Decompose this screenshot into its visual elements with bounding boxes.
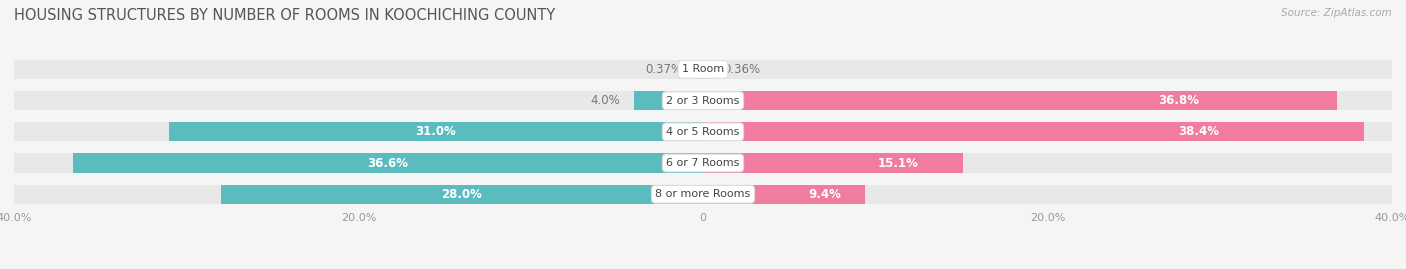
Text: 28.0%: 28.0% (441, 188, 482, 201)
Bar (703, 122, 1392, 141)
Text: Source: ZipAtlas.com: Source: ZipAtlas.com (1281, 8, 1392, 18)
Bar (703, 122, 1364, 141)
Bar (73, 153, 703, 173)
Bar (14, 122, 703, 141)
Text: HOUSING STRUCTURES BY NUMBER OF ROOMS IN KOOCHICHING COUNTY: HOUSING STRUCTURES BY NUMBER OF ROOMS IN… (14, 8, 555, 23)
Bar (703, 153, 963, 173)
Bar (703, 60, 1392, 79)
Text: 0.37%: 0.37% (645, 63, 683, 76)
Bar (169, 122, 703, 141)
Text: 8 or more Rooms: 8 or more Rooms (655, 189, 751, 199)
Bar (703, 185, 865, 204)
Bar (14, 91, 703, 110)
Bar (703, 185, 1392, 204)
Bar (14, 185, 703, 204)
Bar (703, 91, 1337, 110)
Text: 36.6%: 36.6% (367, 157, 408, 169)
Text: 2 or 3 Rooms: 2 or 3 Rooms (666, 95, 740, 106)
Text: 15.1%: 15.1% (877, 157, 918, 169)
Text: 4.0%: 4.0% (591, 94, 620, 107)
Bar (221, 185, 703, 204)
Bar (703, 91, 1392, 110)
Bar (703, 153, 1392, 173)
Bar (14, 60, 703, 79)
Text: 6 or 7 Rooms: 6 or 7 Rooms (666, 158, 740, 168)
Bar (634, 91, 703, 110)
Text: 38.4%: 38.4% (1178, 125, 1219, 138)
Bar (696, 60, 703, 79)
Text: 9.4%: 9.4% (808, 188, 841, 201)
Text: 4 or 5 Rooms: 4 or 5 Rooms (666, 127, 740, 137)
Text: 1 Room: 1 Room (682, 64, 724, 75)
Bar (14, 153, 703, 173)
Bar (703, 60, 709, 79)
Text: 31.0%: 31.0% (416, 125, 457, 138)
Text: 0.36%: 0.36% (723, 63, 761, 76)
Text: 36.8%: 36.8% (1159, 94, 1199, 107)
